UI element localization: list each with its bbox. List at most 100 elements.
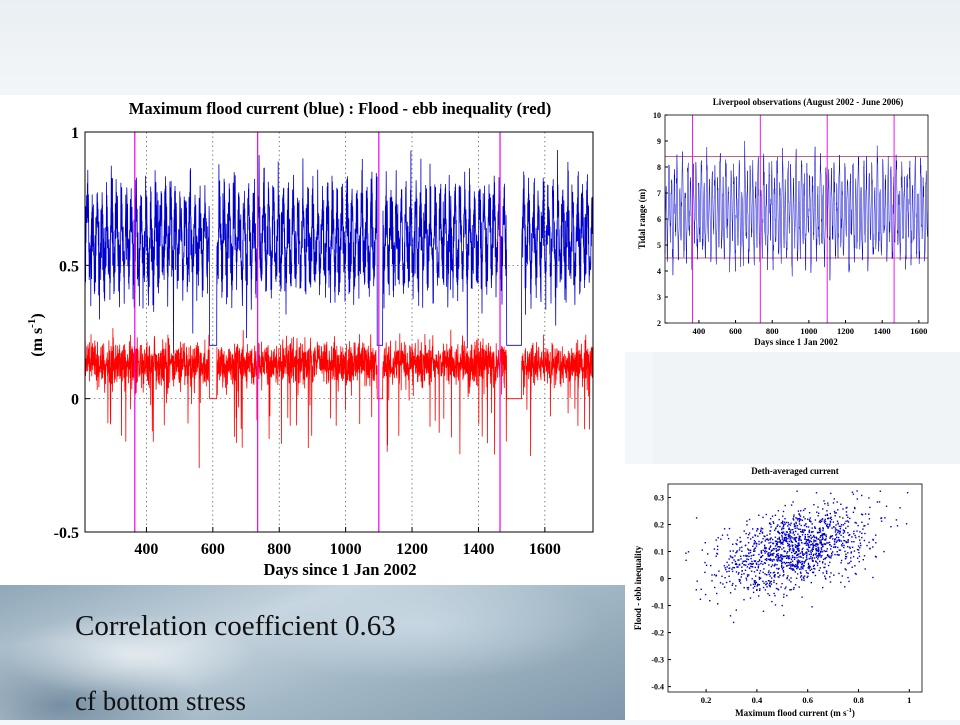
scatter-point bbox=[758, 553, 760, 556]
scatter-point bbox=[868, 497, 870, 499]
scatter-point bbox=[777, 553, 779, 555]
scatter-point bbox=[842, 517, 844, 519]
scatter-point bbox=[823, 539, 826, 541]
scatter-point bbox=[745, 555, 747, 557]
scatter-point bbox=[769, 585, 771, 587]
scatter-point bbox=[784, 533, 786, 535]
scatter-point bbox=[802, 531, 805, 534]
scatter-point bbox=[770, 523, 772, 526]
scatter-point bbox=[799, 571, 802, 573]
scatter-point bbox=[723, 586, 726, 588]
scatter-point bbox=[827, 517, 829, 520]
scatter-point bbox=[839, 531, 841, 533]
scatter-point bbox=[810, 553, 812, 556]
scatter-point bbox=[784, 534, 787, 537]
scatter-point bbox=[806, 548, 808, 550]
scatter-point bbox=[851, 536, 853, 538]
scatter-point bbox=[760, 529, 762, 531]
scatter-point bbox=[841, 544, 843, 546]
scatter-point bbox=[756, 585, 758, 587]
main-x-tick-label: 1200 bbox=[396, 541, 428, 558]
scatter-point bbox=[771, 577, 773, 579]
scatter-point bbox=[811, 558, 813, 560]
scatter-point bbox=[798, 537, 800, 539]
scatter-point bbox=[845, 527, 847, 529]
scatter-point bbox=[754, 585, 756, 588]
scatter-point bbox=[818, 538, 820, 540]
scatter-point bbox=[722, 583, 724, 585]
scatter-point bbox=[838, 525, 841, 527]
scatter-point bbox=[771, 600, 773, 603]
scatter-point bbox=[817, 506, 819, 508]
main-chart-ylabel: (m s-1) bbox=[26, 313, 46, 356]
scatter-point bbox=[815, 492, 818, 494]
scatter-point bbox=[786, 594, 788, 597]
scatter-point bbox=[765, 513, 767, 516]
scatter-point bbox=[756, 563, 758, 565]
scatter-point bbox=[753, 543, 755, 545]
scatter-point bbox=[841, 545, 843, 547]
scatter-point bbox=[793, 519, 795, 521]
scatter-point bbox=[862, 528, 864, 530]
scatter-point bbox=[781, 522, 784, 524]
scatter-point bbox=[734, 560, 737, 563]
scatter-point bbox=[824, 518, 826, 521]
scatter-point bbox=[796, 565, 798, 567]
scatter-point bbox=[768, 523, 771, 525]
scatter-point bbox=[821, 533, 823, 535]
scatter-point bbox=[852, 511, 855, 513]
scatter-point bbox=[824, 566, 826, 569]
scatter-point bbox=[768, 594, 771, 597]
main-y-tick-label: -0.5 bbox=[54, 525, 79, 542]
scatter-point bbox=[829, 525, 831, 527]
scatter-point bbox=[743, 564, 745, 566]
scatter-point bbox=[783, 527, 785, 530]
scatter-point bbox=[785, 539, 788, 541]
scatter-point bbox=[771, 564, 774, 566]
liverpool-x-tick-label: 800 bbox=[766, 326, 779, 336]
scatter-point bbox=[747, 542, 750, 544]
scatter-point bbox=[853, 550, 856, 552]
scatter-point bbox=[818, 569, 820, 572]
scatter-point bbox=[790, 561, 792, 563]
scatter-point bbox=[788, 540, 790, 543]
scatter-point bbox=[729, 550, 731, 552]
scatter-point bbox=[796, 547, 798, 550]
scatter-point bbox=[766, 586, 768, 588]
scatter-point bbox=[857, 524, 859, 527]
scatter-point bbox=[826, 555, 829, 557]
scatter-point bbox=[831, 527, 833, 529]
scatter-point bbox=[847, 539, 849, 541]
scatter-point bbox=[761, 532, 764, 534]
scatter-point bbox=[831, 554, 833, 556]
scatter-point bbox=[753, 542, 756, 544]
scatter-point bbox=[756, 569, 758, 571]
scatter-point bbox=[820, 542, 823, 544]
scatter-point bbox=[867, 523, 869, 525]
scatter-point bbox=[875, 542, 877, 544]
scatter-point bbox=[771, 515, 774, 517]
scatter-point bbox=[782, 531, 784, 534]
scatter-point bbox=[725, 581, 728, 584]
scatter-point bbox=[776, 558, 778, 561]
scatter-point bbox=[747, 588, 749, 591]
background-top-band bbox=[0, 0, 960, 95]
scatter-point bbox=[768, 542, 770, 544]
scatter-point bbox=[732, 582, 734, 585]
scatter-point bbox=[746, 524, 748, 526]
scatter-point bbox=[807, 567, 809, 569]
scatter-point bbox=[781, 531, 783, 534]
scatter-point bbox=[830, 572, 832, 574]
scatter-point bbox=[754, 566, 756, 569]
scatter-point bbox=[843, 530, 846, 532]
scatter-point bbox=[855, 522, 857, 524]
scatter-point bbox=[745, 577, 747, 579]
scatter-point bbox=[790, 539, 792, 542]
scatter-point bbox=[798, 549, 800, 551]
scatter-point bbox=[798, 535, 801, 537]
scatter-point bbox=[804, 536, 806, 539]
scatter-point bbox=[796, 573, 799, 575]
scatter-point bbox=[765, 538, 767, 541]
liverpool-chart-y-axis: 2 3 4 5 6 7 8 9 10 bbox=[653, 111, 668, 328]
scatter-point bbox=[827, 527, 829, 529]
